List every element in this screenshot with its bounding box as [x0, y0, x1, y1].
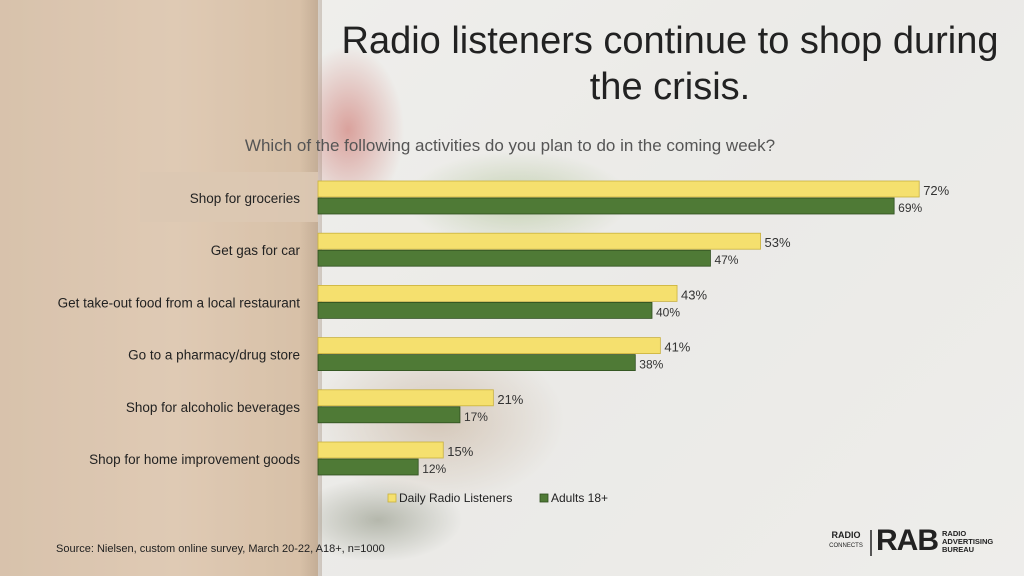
legend-swatch — [387, 493, 397, 503]
data-label: 12% — [422, 462, 446, 476]
data-label: 43% — [681, 287, 707, 302]
bar-daily-radio — [317, 180, 920, 198]
data-label: 41% — [664, 340, 690, 355]
background-paper-bag — [0, 0, 318, 576]
data-label: 38% — [639, 358, 663, 372]
bar-daily-radio — [317, 389, 494, 407]
data-label: 40% — [656, 305, 680, 319]
data-label: 72% — [923, 183, 949, 198]
category-label: Get gas for car — [211, 243, 301, 258]
bar-adults — [317, 458, 419, 476]
data-label: 47% — [714, 253, 738, 267]
slide-title: Radio listeners continue to shop during … — [341, 20, 999, 108]
chart-legend: Daily Radio Listeners Adults 18+ — [387, 491, 608, 505]
data-label: 15% — [447, 444, 473, 459]
chart-bars: Shop for groceries 72%69% Get gas for car 5… — [58, 180, 950, 476]
category-label: Shop for alcoholic beverages — [126, 400, 300, 415]
radio-connects-bottom: CONNECTS — [829, 543, 863, 549]
category-label: Go to a pharmacy/drug store — [128, 348, 300, 363]
data-label: 69% — [898, 201, 922, 215]
data-label: 21% — [497, 392, 523, 407]
bar-adults — [317, 197, 895, 215]
bar-adults — [317, 354, 636, 372]
legend-label: Daily Radio Listeners — [399, 491, 512, 505]
bar-adults — [317, 406, 461, 424]
legend-label: Adults 18+ — [551, 491, 608, 505]
bar-adults — [317, 249, 711, 267]
data-label: 17% — [464, 410, 488, 424]
bar-daily-radio — [317, 232, 761, 250]
bar-daily-radio — [317, 337, 661, 355]
logo-divider — [870, 530, 872, 556]
bar-daily-radio — [317, 284, 678, 302]
rab-logo: RAB — [876, 524, 939, 557]
rab-logo-text: RADIO ADVERTISING BUREAU — [942, 529, 994, 554]
data-label: 53% — [765, 235, 791, 250]
paper-bag-edge — [300, 0, 322, 576]
radio-connects-top: RADIO — [831, 530, 861, 540]
bag-label-tab — [140, 172, 318, 222]
category-label: Shop for home improvement goods — [89, 452, 300, 467]
category-label: Get take-out food from a local restauran… — [58, 295, 301, 310]
source-note: Source: Nielsen, custom online survey, M… — [56, 543, 385, 555]
category-label: Shop for groceries — [190, 191, 301, 206]
radio-connects-logo: RADIO CONNECTS — [824, 530, 868, 552]
bar-adults — [317, 301, 653, 319]
legend-swatch — [539, 493, 549, 503]
chart-question: Which of the following activities do you… — [244, 136, 776, 155]
bar-daily-radio — [317, 441, 444, 459]
